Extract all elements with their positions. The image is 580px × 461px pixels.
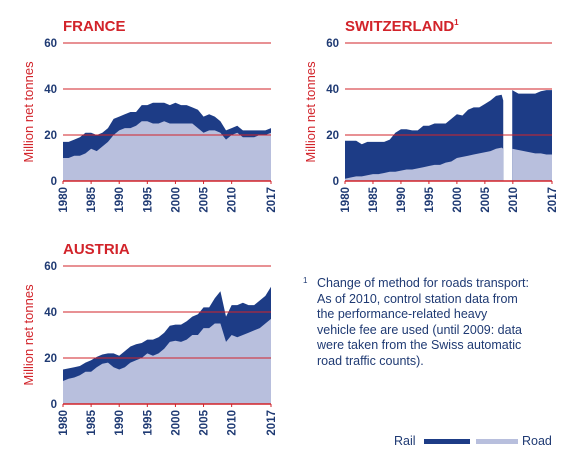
y-tick-label: 40 bbox=[44, 307, 57, 319]
road-area bbox=[63, 121, 271, 181]
footnote-text: Change of method for roads transport: As… bbox=[317, 276, 529, 368]
chart-title: SWITZERLAND1 bbox=[345, 18, 459, 35]
y-tick-label: 60 bbox=[44, 38, 57, 50]
x-tick-label: 2005 bbox=[199, 186, 211, 212]
y-tick-label: 20 bbox=[44, 353, 57, 365]
y-axis-label: Million net tonnes bbox=[21, 61, 36, 163]
x-tick-label: 1990 bbox=[396, 187, 408, 213]
x-tick-label: 2000 bbox=[170, 410, 182, 436]
y-tick-label: 0 bbox=[333, 176, 339, 188]
x-tick-label: 2010 bbox=[227, 410, 239, 436]
road-area bbox=[63, 318, 271, 404]
x-tick-label: 2000 bbox=[452, 187, 464, 213]
x-tick-label: 1995 bbox=[142, 186, 154, 212]
x-tick-label: 1985 bbox=[368, 186, 380, 212]
y-axis-label: Million net tonnes bbox=[21, 284, 36, 386]
x-tick-label: 2005 bbox=[480, 186, 492, 212]
chart-france: FRANCE Million net tonnes 0 20 40 60 1980 1985 1… bbox=[21, 18, 278, 213]
chart-austria: AUSTRIA Million net tonnes 0 20 40 60 1980 1985… bbox=[21, 241, 278, 436]
y-tick-label: 0 bbox=[51, 399, 57, 411]
legend: Rail Road bbox=[394, 434, 552, 448]
legend-swatch-road bbox=[476, 439, 518, 444]
chart-switzerland: SWITZERLAND1 Million net tonnes 0 20 40 60 198… bbox=[303, 18, 559, 213]
x-tick-label: 2017 bbox=[547, 187, 559, 213]
x-tick-label: 1985 bbox=[86, 409, 98, 435]
y-tick-label: 20 bbox=[326, 130, 339, 142]
chart-title: FRANCE bbox=[63, 18, 126, 35]
chart-title-superscript: 1 bbox=[454, 18, 459, 27]
x-tick-label: 1995 bbox=[424, 186, 436, 212]
x-tick-label: 1980 bbox=[58, 410, 70, 436]
y-tick-label: 40 bbox=[326, 84, 339, 96]
legend-swatch-rail bbox=[424, 439, 470, 444]
chart-title: AUSTRIA bbox=[63, 241, 130, 258]
y-axis-label: Million net tonnes bbox=[303, 61, 318, 163]
x-tick-label: 2017 bbox=[266, 410, 278, 436]
footnote-marker: 1 bbox=[303, 276, 308, 285]
x-tick-label: 1985 bbox=[86, 186, 98, 212]
legend-label-rail: Rail bbox=[394, 434, 416, 448]
x-tick-label: 1995 bbox=[142, 409, 154, 435]
x-tick-label: 2010 bbox=[227, 187, 239, 213]
legend-label-road: Road bbox=[522, 434, 552, 448]
x-tick-label: 1990 bbox=[114, 410, 126, 436]
x-tick-label: 2000 bbox=[170, 187, 182, 213]
y-tick-label: 20 bbox=[44, 130, 57, 142]
road-area bbox=[345, 147, 504, 181]
x-tick-label: 2005 bbox=[199, 409, 211, 435]
x-tick-label: 1990 bbox=[114, 187, 126, 213]
y-tick-label: 40 bbox=[44, 84, 57, 96]
x-tick-label: 1980 bbox=[340, 187, 352, 213]
y-tick-label: 0 bbox=[51, 176, 57, 188]
y-tick-label: 60 bbox=[326, 38, 339, 50]
footnote: 1 Change of method for roads transport: … bbox=[303, 276, 577, 370]
x-tick-label: 2017 bbox=[266, 187, 278, 213]
road-area bbox=[512, 148, 552, 181]
x-tick-label: 1980 bbox=[58, 187, 70, 213]
y-tick-label: 60 bbox=[44, 261, 57, 273]
x-tick-label: 2010 bbox=[508, 187, 520, 213]
